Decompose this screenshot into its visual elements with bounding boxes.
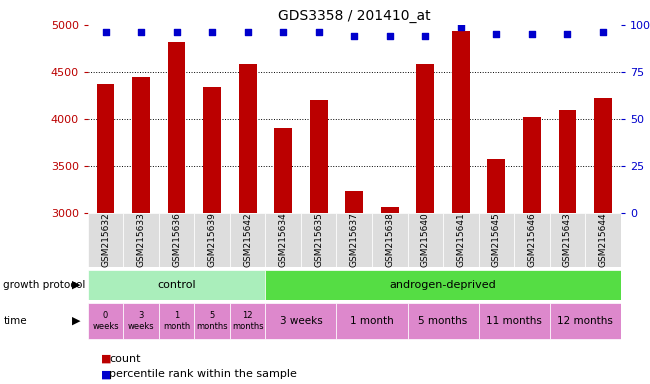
Text: percentile rank within the sample: percentile rank within the sample bbox=[109, 369, 297, 379]
Point bbox=[385, 33, 395, 39]
Text: GSM215634: GSM215634 bbox=[279, 213, 288, 267]
Text: GSM215641: GSM215641 bbox=[456, 213, 465, 267]
Point bbox=[242, 30, 253, 36]
Text: 5
months: 5 months bbox=[196, 311, 228, 331]
Text: 3
weeks: 3 weeks bbox=[128, 311, 154, 331]
Bar bbox=[168, 42, 185, 213]
Text: ■: ■ bbox=[101, 369, 111, 379]
Bar bbox=[443, 213, 478, 267]
Text: GSM215645: GSM215645 bbox=[492, 213, 501, 267]
Bar bbox=[408, 303, 478, 339]
Bar bbox=[203, 87, 221, 213]
Bar bbox=[408, 213, 443, 267]
Bar bbox=[88, 303, 124, 339]
Bar bbox=[594, 98, 612, 213]
Bar bbox=[132, 77, 150, 213]
Text: GSM215646: GSM215646 bbox=[527, 213, 536, 267]
Text: 1 month: 1 month bbox=[350, 316, 394, 326]
Point bbox=[420, 33, 430, 39]
Point bbox=[598, 30, 608, 36]
Text: androgen-deprived: androgen-deprived bbox=[390, 280, 497, 290]
Bar bbox=[337, 303, 408, 339]
Text: ▶: ▶ bbox=[72, 316, 81, 326]
Bar bbox=[478, 303, 550, 339]
Text: time: time bbox=[3, 316, 27, 326]
Bar bbox=[265, 270, 621, 300]
Text: 12 months: 12 months bbox=[557, 316, 613, 326]
Bar bbox=[124, 303, 159, 339]
Bar bbox=[194, 213, 230, 267]
Bar bbox=[265, 303, 337, 339]
Bar bbox=[310, 100, 328, 213]
Point bbox=[313, 30, 324, 36]
Text: 11 months: 11 months bbox=[486, 316, 542, 326]
Point bbox=[456, 24, 466, 30]
Bar bbox=[488, 159, 505, 213]
Bar bbox=[159, 303, 194, 339]
Bar bbox=[159, 213, 194, 267]
Text: GSM215640: GSM215640 bbox=[421, 213, 430, 267]
Bar bbox=[452, 31, 470, 213]
Text: 5 months: 5 months bbox=[419, 316, 468, 326]
Text: GSM215639: GSM215639 bbox=[207, 213, 216, 267]
Bar bbox=[372, 213, 408, 267]
Text: GSM215636: GSM215636 bbox=[172, 213, 181, 267]
Point bbox=[562, 31, 573, 37]
Bar bbox=[523, 117, 541, 213]
Bar bbox=[239, 63, 257, 213]
Bar bbox=[265, 213, 301, 267]
Text: GSM215644: GSM215644 bbox=[599, 213, 608, 267]
Bar bbox=[88, 270, 265, 300]
Point bbox=[491, 31, 502, 37]
Text: GSM215637: GSM215637 bbox=[350, 213, 359, 267]
Point bbox=[100, 30, 110, 36]
Bar bbox=[230, 213, 265, 267]
Bar bbox=[345, 192, 363, 213]
Bar bbox=[230, 303, 265, 339]
Point bbox=[526, 31, 537, 37]
Bar bbox=[585, 213, 621, 267]
Bar bbox=[478, 213, 514, 267]
Text: ▶: ▶ bbox=[72, 280, 81, 290]
Bar bbox=[301, 213, 337, 267]
Point bbox=[136, 30, 146, 36]
Text: GSM215638: GSM215638 bbox=[385, 213, 395, 267]
Bar bbox=[558, 110, 577, 213]
Text: GSM215642: GSM215642 bbox=[243, 213, 252, 267]
Point bbox=[278, 30, 289, 36]
Point bbox=[207, 30, 217, 36]
Text: 0
weeks: 0 weeks bbox=[92, 311, 119, 331]
Text: 12
months: 12 months bbox=[232, 311, 263, 331]
Text: GSM215643: GSM215643 bbox=[563, 213, 572, 267]
Bar bbox=[550, 303, 621, 339]
Bar bbox=[381, 207, 398, 213]
Bar bbox=[194, 303, 230, 339]
Bar bbox=[274, 128, 292, 213]
Bar bbox=[88, 213, 124, 267]
Bar bbox=[417, 63, 434, 213]
Text: GSM215632: GSM215632 bbox=[101, 213, 110, 267]
Point bbox=[349, 33, 359, 39]
Point bbox=[172, 30, 182, 36]
Bar bbox=[337, 213, 372, 267]
Text: control: control bbox=[157, 280, 196, 290]
Text: ■: ■ bbox=[101, 354, 111, 364]
Bar bbox=[550, 213, 585, 267]
Bar bbox=[514, 213, 550, 267]
Title: GDS3358 / 201410_at: GDS3358 / 201410_at bbox=[278, 8, 430, 23]
Text: 3 weeks: 3 weeks bbox=[280, 316, 322, 326]
Text: GSM215633: GSM215633 bbox=[136, 213, 146, 267]
Bar bbox=[97, 84, 114, 213]
Text: count: count bbox=[109, 354, 140, 364]
Bar bbox=[124, 213, 159, 267]
Text: growth protocol: growth protocol bbox=[3, 280, 86, 290]
Text: 1
month: 1 month bbox=[163, 311, 190, 331]
Text: GSM215635: GSM215635 bbox=[314, 213, 323, 267]
